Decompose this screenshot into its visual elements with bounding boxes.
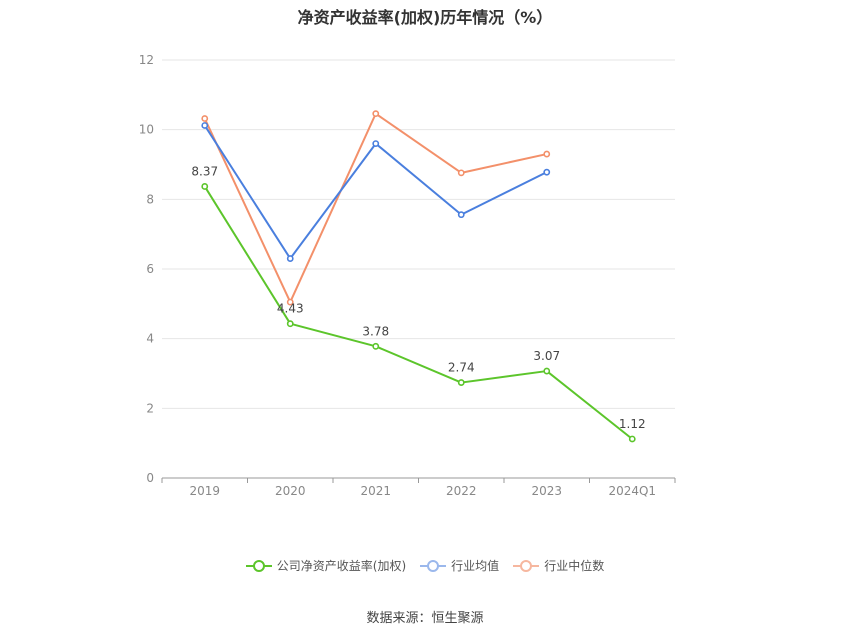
- x-tick-label: 2022: [446, 484, 477, 498]
- legend-label-industry-mean: 行业均值: [451, 559, 500, 573]
- y-tick-label: 2: [146, 401, 154, 415]
- legend-label-company-roe: 公司净资产收益率(加权): [276, 559, 407, 573]
- grid-layer: [162, 59, 675, 409]
- data-label: 3.07: [533, 349, 560, 363]
- x-tick-label: 2020: [275, 484, 306, 498]
- data-point: [543, 168, 551, 176]
- chart-title: 净资产收益率(加权)历年情况（%）: [297, 8, 553, 27]
- data-point: [372, 342, 380, 350]
- data-point: [372, 140, 380, 147]
- legend-item-industry-mean[interactable]: 行业均值: [420, 557, 499, 574]
- legend-item-company-roe[interactable]: 公司净资产收益率(加权): [245, 557, 407, 574]
- legend-item-industry-median[interactable]: 行业中位数: [513, 557, 604, 574]
- data-point: [628, 435, 636, 443]
- data-point: [286, 298, 294, 306]
- data-point: [286, 320, 294, 328]
- data-point: [286, 255, 294, 262]
- y-tick-label: 10: [139, 123, 154, 137]
- data-label: 8.37: [191, 164, 218, 178]
- series-line: [203, 185, 633, 440]
- label-layer: 8.37 4.43 3.78 2.74 3.07 1.12: [191, 164, 645, 431]
- y-tick-label: 12: [139, 53, 154, 67]
- legend: 公司净资产收益率(加权) 行业均值 行业中位数: [0, 557, 850, 574]
- data-label: 2.74: [448, 361, 475, 375]
- legend-swatch-company-roe: [245, 559, 272, 573]
- data-point: [201, 183, 209, 190]
- x-tick-label: 2024Q1: [608, 484, 656, 498]
- data-point: [457, 211, 465, 219]
- source-note: 数据来源：恒生聚源: [366, 611, 484, 626]
- y-tick-label: 0: [146, 471, 154, 485]
- legend-swatch-industry-median: [513, 559, 540, 573]
- series-layer: [201, 110, 636, 443]
- data-point: [201, 122, 209, 129]
- data-label: 3.78: [362, 324, 389, 338]
- data-point: [457, 379, 465, 386]
- data-label: 1.12: [619, 417, 646, 431]
- data-point: [372, 110, 380, 118]
- axis-layer: 0 2 4 6 8 10 12 2019 2020 2021 2022 2023 2024Q1: [139, 53, 676, 498]
- data-label: 4.43: [277, 302, 304, 316]
- y-tick-label: 6: [146, 262, 154, 276]
- data-point: [543, 367, 551, 375]
- legend-swatch-industry-mean: [420, 559, 447, 573]
- x-tick-label: 2021: [360, 484, 391, 498]
- x-tick-label: 2019: [189, 484, 220, 498]
- y-tick-label: 8: [146, 192, 154, 206]
- legend-label-industry-median: 行业中位数: [544, 559, 605, 573]
- x-tick-label: 2023: [531, 484, 562, 498]
- data-point: [543, 150, 551, 158]
- y-tick-label: 4: [146, 332, 154, 346]
- data-point: [457, 169, 465, 177]
- data-point: [201, 115, 209, 122]
